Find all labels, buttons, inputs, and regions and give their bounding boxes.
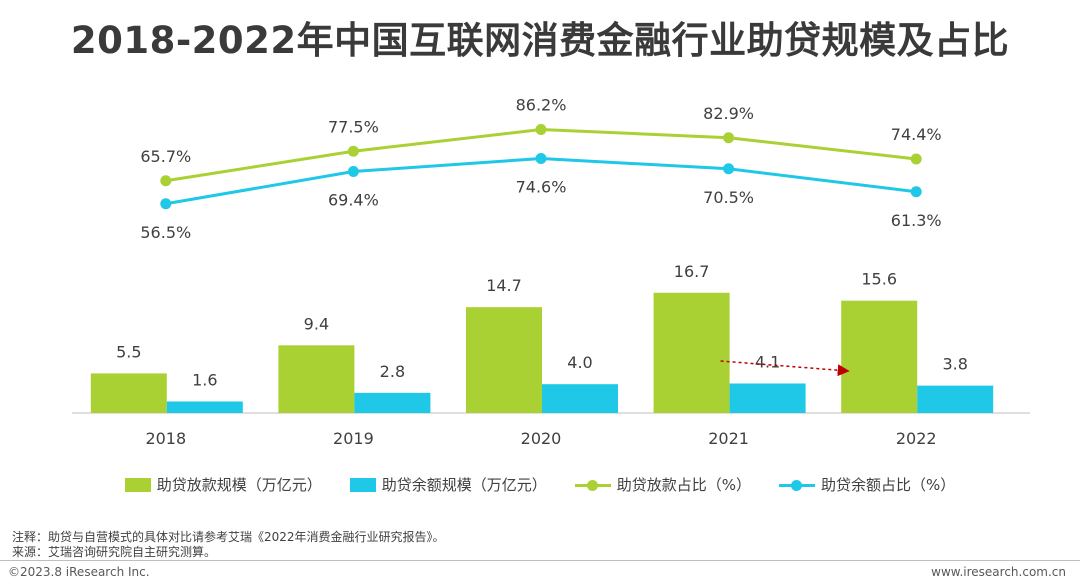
loan-ratio-point-2018 bbox=[160, 175, 172, 187]
loan-ratio-label-2020: 86.2% bbox=[516, 96, 567, 115]
bar-loan-label-2021: 16.7 bbox=[674, 262, 710, 281]
bar-balance-2018 bbox=[166, 401, 243, 413]
loan-ratio-label-2018: 65.7% bbox=[140, 147, 191, 166]
balance-ratio-label-2021: 70.5% bbox=[703, 188, 754, 207]
bar-loan-2022 bbox=[841, 300, 918, 413]
footer-website: www.iresearch.com.cn bbox=[931, 565, 1066, 579]
chart-area: 5.5 1.6 2018 9.4 2.8 2019 14.7 4.0 2020 16.7 4.1 20… bbox=[72, 96, 1030, 448]
balance-ratio-point-2019 bbox=[347, 166, 359, 177]
x-tick-label-2021: 2021 bbox=[708, 429, 749, 448]
legend-label-line1: 助贷放款占比（%） bbox=[616, 476, 752, 494]
bar-loan-label-2019: 9.4 bbox=[304, 314, 329, 333]
loan-ratio-point-2019 bbox=[347, 145, 359, 157]
loan-ratio-point-2020 bbox=[535, 124, 547, 135]
trend-arrow bbox=[720, 360, 850, 377]
bar-balance-2019 bbox=[354, 392, 431, 413]
chart-source: 来源：艾瑞咨询研究院自主研究测算。 bbox=[12, 545, 217, 559]
legend-item-line2: 助贷余额占比（%） bbox=[779, 474, 955, 495]
bar-balance-2021 bbox=[729, 383, 806, 413]
bar-loan-2019 bbox=[278, 345, 355, 413]
bar-loan-label-2022: 15.6 bbox=[861, 270, 897, 289]
balance-ratio-point-2021 bbox=[723, 163, 735, 175]
bar-loan-label-2020: 14.7 bbox=[486, 276, 522, 295]
bar-loan-label-2018: 5.5 bbox=[116, 342, 141, 361]
legend-label-line2: 助贷余额占比（%） bbox=[821, 476, 956, 494]
footer-divider bbox=[0, 560, 1080, 561]
loan-ratio-label-2022: 74.4% bbox=[891, 125, 942, 144]
legend-label-bar1: 助贷放款规模（万亿元） bbox=[156, 476, 322, 494]
bar-loan-2018 bbox=[90, 373, 167, 413]
bar-balance-label-2020: 4.0 bbox=[567, 353, 592, 372]
balance-ratio-label-2020: 74.6% bbox=[516, 178, 567, 197]
footer-copyright: ©2023.8 iResearch Inc. bbox=[8, 565, 150, 579]
legend-swatch-bar2 bbox=[349, 477, 376, 492]
x-tick-label-2022: 2022 bbox=[896, 429, 937, 448]
loan-ratio-label-2019: 77.5% bbox=[328, 117, 379, 136]
x-tick-label-2019: 2019 bbox=[333, 429, 374, 448]
balance-ratio-label-2022: 61.3% bbox=[891, 211, 942, 230]
loan-ratio-point-2022 bbox=[910, 153, 922, 165]
balance-ratio-point-2020 bbox=[535, 153, 547, 164]
bar-balance-label-2022: 3.8 bbox=[942, 355, 967, 374]
bar-balance-2022 bbox=[917, 385, 994, 413]
bar-balance-label-2019: 2.8 bbox=[380, 362, 405, 381]
bar-balance-2020 bbox=[542, 384, 618, 413]
legend-swatch-line2 bbox=[779, 478, 816, 492]
loan-ratio-label-2021: 82.9% bbox=[703, 104, 754, 123]
legend-item-line1: 助贷放款占比（%） bbox=[574, 474, 752, 495]
balance-ratio-point-2018 bbox=[160, 198, 172, 210]
chart-title: 2018-2022年中国互联网消费金融行业助贷规模及占比 bbox=[70, 19, 1010, 62]
legend-label-bar2: 助贷余额规模（万亿元） bbox=[381, 476, 547, 494]
legend-item-bar2: 助贷余额规模（万亿元） bbox=[349, 474, 547, 495]
bar-balance-label-2018: 1.6 bbox=[192, 370, 217, 389]
legend-item-bar1: 助贷放款规模（万亿元） bbox=[124, 474, 322, 495]
x-tick-label-2020: 2020 bbox=[521, 429, 562, 448]
loan-ratio-point-2021 bbox=[723, 132, 735, 144]
balance-ratio-point-2022 bbox=[910, 186, 922, 198]
balance-ratio-label-2019: 69.4% bbox=[328, 191, 379, 210]
bar-loan-2020 bbox=[466, 307, 542, 413]
bar-loan-2021 bbox=[653, 292, 730, 413]
chart-legend: 助贷放款规模（万亿元） 助贷余额规模（万亿元） 助贷放款占比（%） 助贷余额占比… bbox=[0, 474, 1080, 495]
legend-swatch-bar1 bbox=[124, 477, 151, 492]
x-tick-label-2018: 2018 bbox=[145, 429, 186, 448]
bar-balance-label-2021: 4.1 bbox=[755, 352, 780, 371]
balance-ratio-label-2018: 56.5% bbox=[140, 223, 191, 242]
chart-note: 注释：助贷与自营模式的具体对比请参考艾瑞《2022年消费金融行业研究报告》。 bbox=[12, 530, 445, 544]
legend-swatch-line1 bbox=[574, 478, 611, 492]
